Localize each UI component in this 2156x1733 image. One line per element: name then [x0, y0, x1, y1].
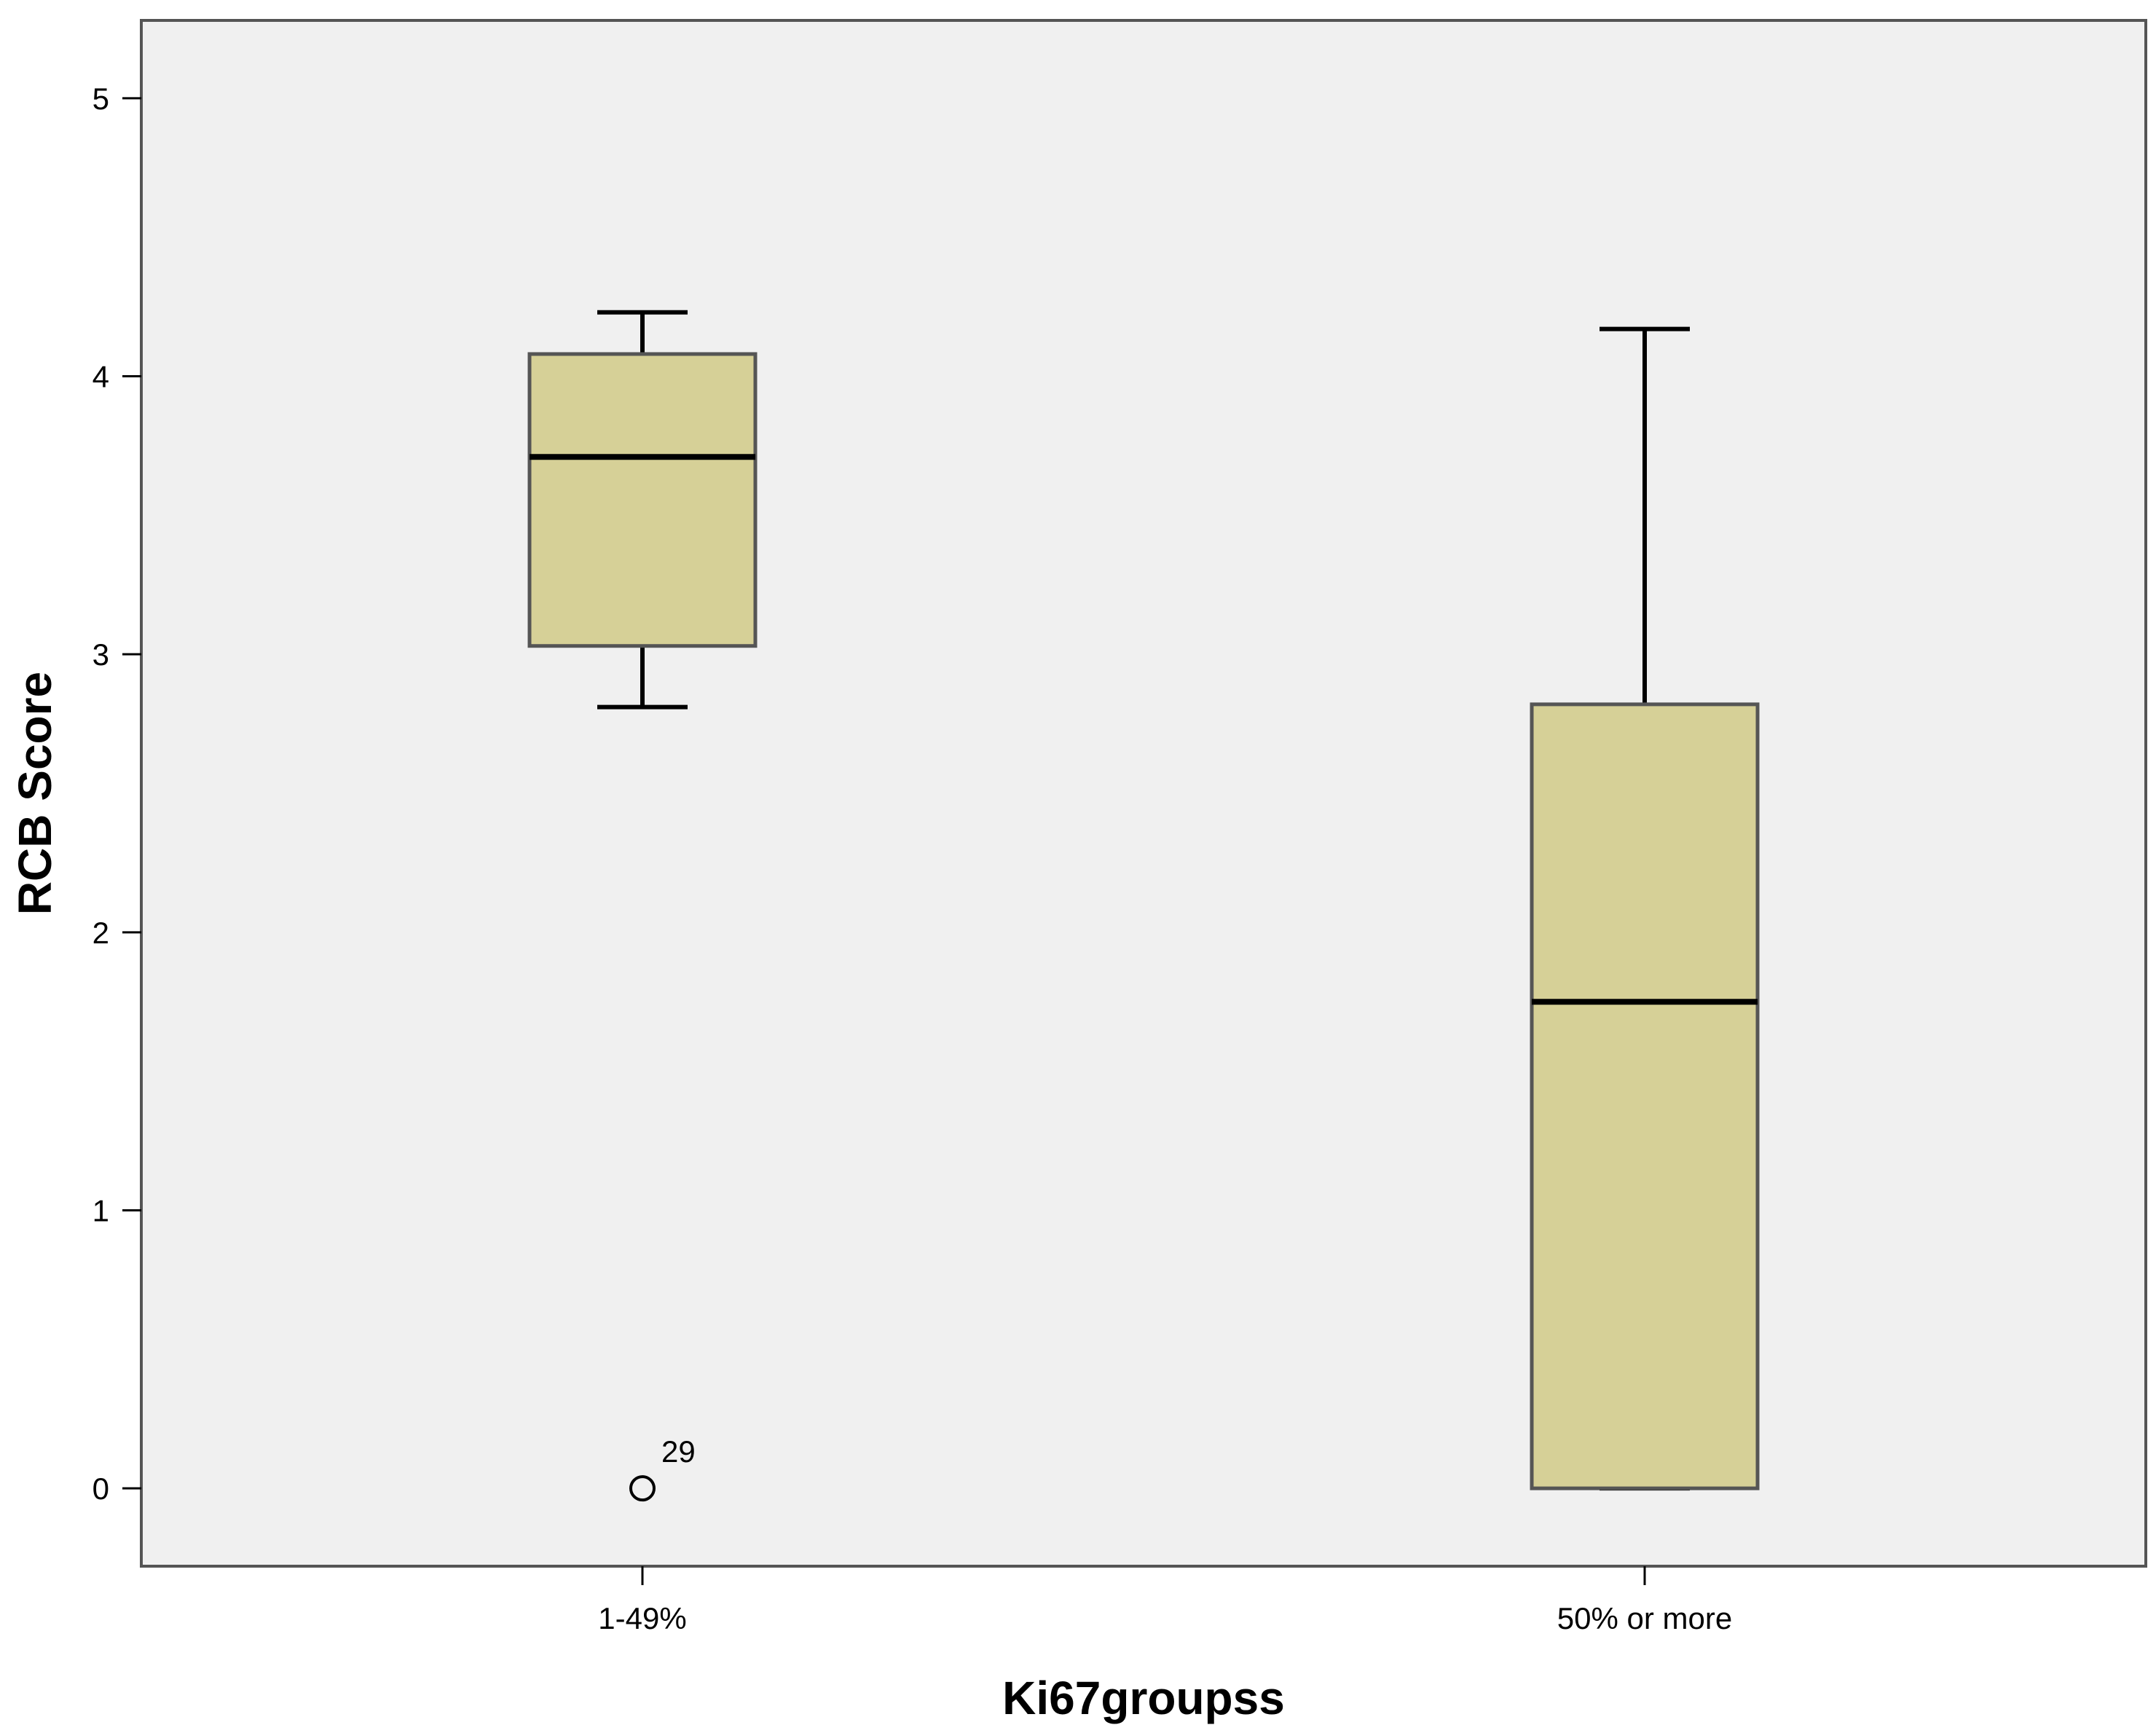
- y-tick-label: 2: [93, 916, 109, 950]
- y-tick-label: 4: [93, 360, 109, 394]
- box-2: [1530, 326, 1760, 1491]
- x-tick-label: 50% or more: [1557, 1601, 1732, 1635]
- y-tick-label: 1: [93, 1193, 109, 1227]
- box-1: 29: [527, 310, 758, 1502]
- y-tick-label: 3: [93, 637, 109, 672]
- outlier-label: 29: [661, 1434, 696, 1469]
- plot-area: [140, 19, 2147, 1568]
- outlier-point: [629, 1475, 656, 1502]
- y-axis: 0 1 2 3 4 5: [93, 82, 141, 1506]
- x-tick-label: 1-49%: [598, 1601, 686, 1635]
- y-tick-label: 5: [93, 82, 109, 116]
- iqr-box: [1530, 702, 1760, 1490]
- y-axis-title: RCB Score: [9, 672, 61, 915]
- x-axis-title: Ki67groupss: [1002, 1672, 1285, 1724]
- boxes-group: 29: [527, 310, 1760, 1502]
- iqr-box: [527, 352, 758, 648]
- x-axis: 1-49% 50% or more: [598, 1566, 1732, 1635]
- y-tick-label: 0: [93, 1471, 109, 1506]
